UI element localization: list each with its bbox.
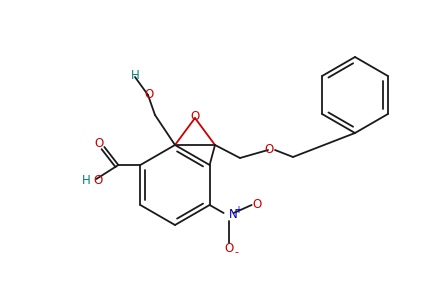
Text: O: O bbox=[224, 243, 233, 255]
Text: O: O bbox=[252, 197, 261, 210]
Text: H: H bbox=[130, 69, 139, 82]
Text: H: H bbox=[82, 174, 91, 187]
Text: +: + bbox=[233, 205, 241, 215]
Text: O: O bbox=[95, 137, 104, 150]
Text: -: - bbox=[234, 247, 238, 257]
Text: O: O bbox=[264, 143, 273, 156]
Text: O: O bbox=[93, 174, 103, 187]
Text: O: O bbox=[144, 88, 153, 100]
Text: N: N bbox=[228, 208, 237, 220]
Text: O: O bbox=[190, 110, 199, 123]
